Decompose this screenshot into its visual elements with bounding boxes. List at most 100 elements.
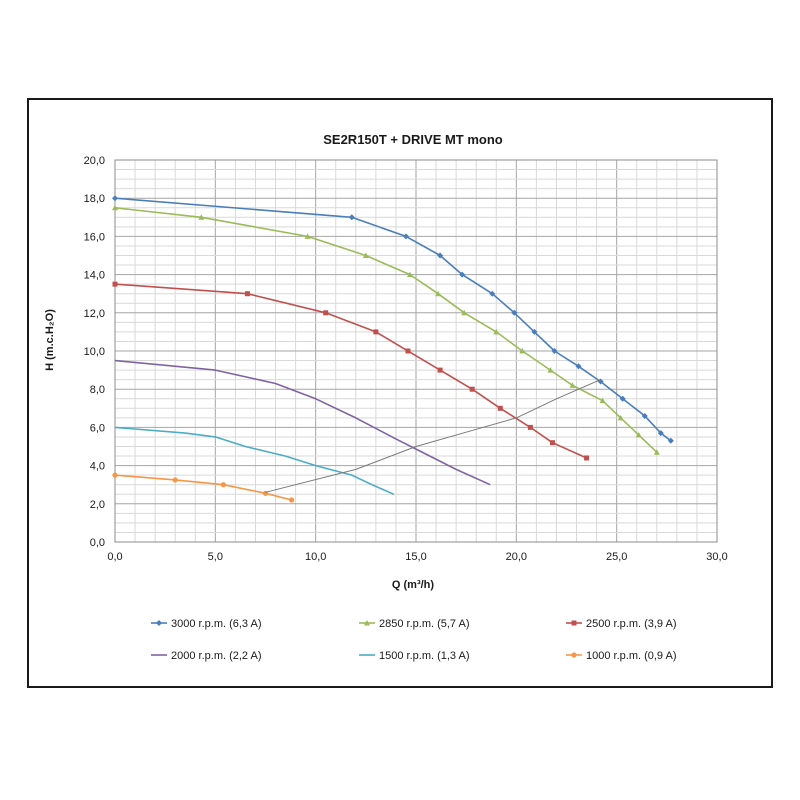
data-point <box>304 233 311 239</box>
plot-area <box>114 159 718 543</box>
y-tick-label: 20,0 <box>84 155 105 167</box>
y-tick-label: 18,0 <box>84 193 105 205</box>
data-point <box>348 214 355 221</box>
y-tick-label: 14,0 <box>84 270 105 282</box>
data-point <box>575 363 582 370</box>
legend-label: 1500 r.p.m. (1,3 A) <box>379 650 470 662</box>
data-point <box>547 367 554 373</box>
data-point <box>461 309 468 316</box>
legend-label: 2500 r.p.m. (3,9 A) <box>586 618 677 630</box>
series-line <box>114 474 292 501</box>
legend-swatch-marker <box>364 620 370 626</box>
legend-swatch-marker <box>571 620 577 626</box>
data-point <box>511 309 518 316</box>
legend: 3000 r.p.m. (6,3 A) 2850 r.p.m. (5,7 A) 25… <box>151 618 677 662</box>
series-6 <box>112 472 295 503</box>
legend-item: 2850 r.p.m. (5,7 A) <box>359 618 470 630</box>
data-point <box>667 437 674 444</box>
data-point <box>402 233 409 240</box>
x-tick-label: 15,0 <box>405 551 426 563</box>
data-point <box>112 195 118 202</box>
y-tick-label: 2,0 <box>90 499 105 511</box>
y-axis-label: H (m.c.H₂O) <box>44 309 56 371</box>
data-point <box>469 386 475 392</box>
data-point <box>406 271 413 278</box>
series-2 <box>112 204 660 455</box>
legend-item: 2000 r.p.m. (2,2 A) <box>151 650 262 662</box>
data-point <box>551 348 558 354</box>
y-tick-label: 8,0 <box>90 384 105 396</box>
data-point <box>198 214 205 220</box>
y-tick-label: 6,0 <box>90 422 105 434</box>
data-point <box>220 482 226 488</box>
data-point <box>519 348 526 354</box>
data-point <box>112 472 118 478</box>
legend-label: 2000 r.p.m. (2,2 A) <box>171 650 262 662</box>
data-point <box>527 424 533 430</box>
legend-item: 1000 r.p.m. (0,9 A) <box>566 650 677 662</box>
legend-item: 1500 r.p.m. (1,3 A) <box>359 650 470 662</box>
x-tick-label: 25,0 <box>606 551 627 563</box>
series-line <box>265 379 601 493</box>
data-point <box>373 329 379 335</box>
data-point <box>437 252 444 259</box>
legend-swatch-marker <box>571 652 577 658</box>
data-point <box>244 291 250 297</box>
data-point <box>641 412 648 419</box>
series-line <box>114 207 658 453</box>
data-point <box>531 328 538 335</box>
data-point <box>619 395 626 402</box>
x-tick-label: 20,0 <box>506 551 527 563</box>
y-tick-label: 10,0 <box>84 346 105 358</box>
data-point <box>635 432 642 438</box>
grid <box>114 159 718 543</box>
data-point <box>549 440 555 446</box>
data-point <box>323 310 329 316</box>
data-point <box>459 271 466 278</box>
data-point <box>172 477 178 483</box>
y-tick-label: 4,0 <box>90 461 105 473</box>
legend-label: 1000 r.p.m. (0,9 A) <box>586 650 677 662</box>
x-axis-label: Q (m³/h) <box>392 579 434 591</box>
data-point <box>657 430 664 437</box>
x-tick-label: 0,0 <box>107 551 122 563</box>
series-line <box>114 359 491 486</box>
data-point <box>435 290 442 297</box>
series-5 <box>114 426 395 496</box>
legend-label: 2850 r.p.m. (5,7 A) <box>379 618 470 630</box>
x-tick-label: 5,0 <box>208 551 223 563</box>
x-tick-label: 30,0 <box>706 551 727 563</box>
legend-item: 3000 r.p.m. (6,3 A) <box>151 618 262 630</box>
pump-curve-chart: SE2R150T + DRIVE MT mono 0,0 5,0 10,0 15,0 2… <box>44 132 728 662</box>
data-point <box>437 367 443 373</box>
tick-labels: 0,0 5,0 10,0 15,0 20,0 25,0 30,0 0,0 2,0 4,0 6,0 8,… <box>84 155 728 563</box>
series-line <box>114 426 395 496</box>
series-3 <box>112 281 590 461</box>
y-tick-label: 12,0 <box>84 308 105 320</box>
data-point <box>288 497 295 503</box>
x-tick-label: 10,0 <box>305 551 326 563</box>
data-point <box>493 328 500 335</box>
chart-title: SE2R150T + DRIVE MT mono <box>323 132 503 147</box>
legend-swatch-marker <box>156 620 162 626</box>
legend-item: 2500 r.p.m. (3,9 A) <box>566 618 677 630</box>
data-point <box>362 252 369 258</box>
data-point <box>489 290 496 297</box>
data-point <box>569 382 576 388</box>
legend-label: 3000 r.p.m. (6,3 A) <box>171 618 262 630</box>
series-4 <box>114 359 491 486</box>
data-point <box>405 348 411 354</box>
data-point <box>653 449 660 455</box>
chart-frame: SE2R150T + DRIVE MT mono 0,0 5,0 10,0 15,0 2… <box>27 98 773 688</box>
series-line <box>114 197 672 442</box>
series-layer <box>112 195 674 503</box>
y-tick-label: 0,0 <box>90 537 105 549</box>
series-1 <box>112 195 674 444</box>
data-point <box>497 405 503 411</box>
data-point <box>599 397 606 404</box>
data-point <box>617 414 624 421</box>
data-point <box>112 281 118 287</box>
series-7 <box>265 379 601 493</box>
y-tick-label: 16,0 <box>84 231 105 243</box>
data-point <box>112 204 118 211</box>
